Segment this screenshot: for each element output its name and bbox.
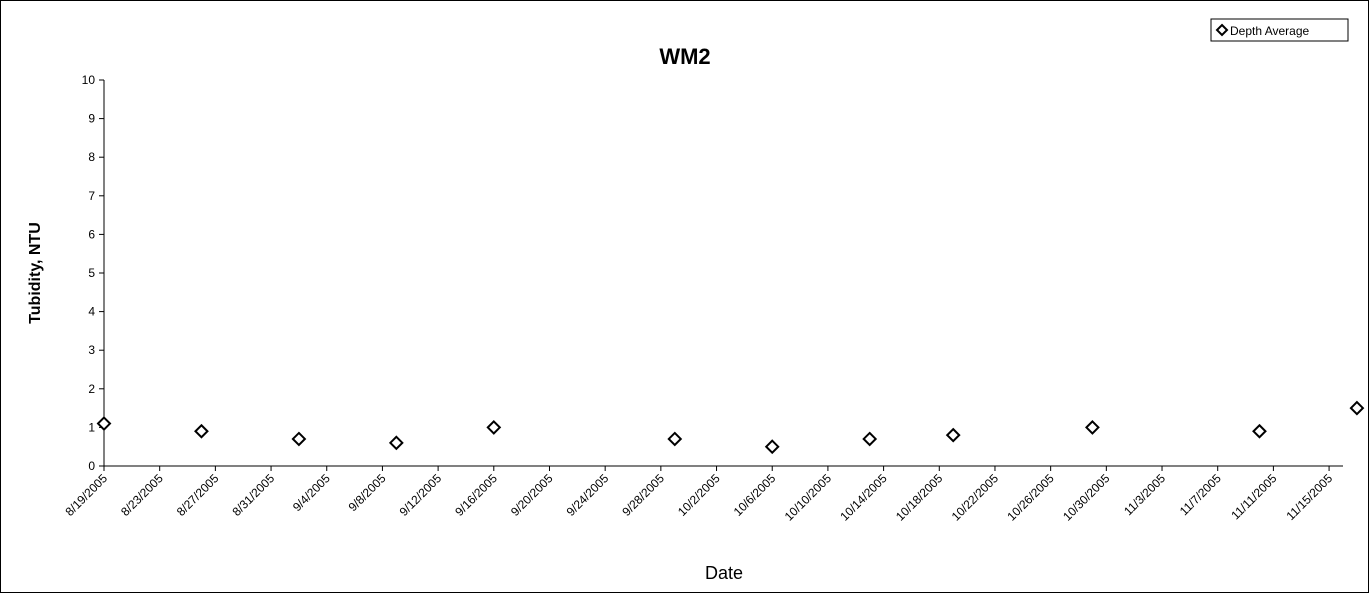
y-tick-label: 0: [88, 459, 95, 473]
x-tick-label: 8/31/2005: [230, 471, 278, 519]
y-tick-label: 7: [88, 189, 95, 203]
x-tick-label: 10/30/2005: [1060, 471, 1113, 524]
y-axis-title: Tubidity, NTU: [27, 222, 44, 324]
x-tick-label: 10/14/2005: [837, 471, 890, 524]
y-tick-label: 5: [88, 266, 95, 280]
data-point: [1085, 419, 1100, 435]
data-point: [96, 416, 112, 431]
x-tick-label: 10/10/2005: [782, 471, 835, 524]
y-tick-label: 1: [88, 420, 95, 434]
y-ticks: 0 1 2 3 4 5 6 7 8 9 10: [82, 73, 104, 473]
x-tick-label: 10/26/2005: [1004, 471, 1057, 524]
x-tick-label: 10/6/2005: [731, 471, 779, 519]
data-point: [862, 431, 878, 447]
x-tick-label: 11/15/2005: [1283, 471, 1335, 523]
x-tick-label: 8/23/2005: [118, 471, 166, 519]
data-point: [667, 431, 683, 447]
data-points: [96, 400, 1365, 455]
x-axis-title: Date: [705, 563, 743, 583]
y-tick-label: 4: [88, 305, 95, 319]
x-tick-label: 9/16/2005: [452, 471, 500, 519]
x-tick-label: 8/19/2005: [62, 471, 110, 519]
legend-label: Depth Average: [1230, 24, 1309, 38]
data-point: [194, 423, 209, 439]
y-tick-label: 9: [88, 112, 95, 126]
data-point: [1252, 423, 1267, 439]
x-tick-label: 11/7/2005: [1177, 471, 1224, 518]
x-tick-label: 10/22/2005: [949, 471, 1002, 524]
y-tick-label: 2: [88, 382, 95, 396]
data-point: [764, 439, 780, 455]
x-tick-label: 10/2/2005: [675, 471, 723, 519]
legend-box: [1210, 18, 1349, 42]
data-point: [388, 435, 404, 451]
data-point: [1349, 400, 1365, 416]
x-tick-label: 9/28/2005: [619, 471, 667, 519]
x-tick-label: 11/11/2005: [1228, 471, 1279, 522]
data-point: [291, 431, 307, 447]
chart-title: WM2: [659, 44, 710, 69]
x-tick-label: 9/8/2005: [346, 471, 389, 514]
data-point: [486, 419, 502, 435]
legend: Depth Average: [1210, 18, 1349, 42]
y-tick-label: 8: [88, 150, 95, 164]
x-tick-label: 9/24/2005: [564, 471, 612, 519]
x-tick-label: 9/4/2005: [290, 471, 333, 514]
x-ticks: 8/19/2005 8/23/2005 8/27/2005 8/31/2005 9/4/…: [62, 466, 1335, 524]
x-tick-label: 10/18/2005: [893, 471, 946, 524]
x-tick-label: 9/12/2005: [397, 471, 445, 519]
x-tick-label: 9/20/2005: [508, 471, 556, 519]
y-tick-label: 3: [88, 343, 95, 357]
y-tick-label: 10: [82, 73, 96, 87]
x-tick-label: 11/3/2005: [1121, 471, 1168, 518]
legend-marker-diamond: [1215, 23, 1229, 37]
x-tick-label: 8/27/2005: [174, 471, 222, 519]
y-tick-label: 6: [88, 227, 95, 241]
data-point: [945, 427, 961, 443]
